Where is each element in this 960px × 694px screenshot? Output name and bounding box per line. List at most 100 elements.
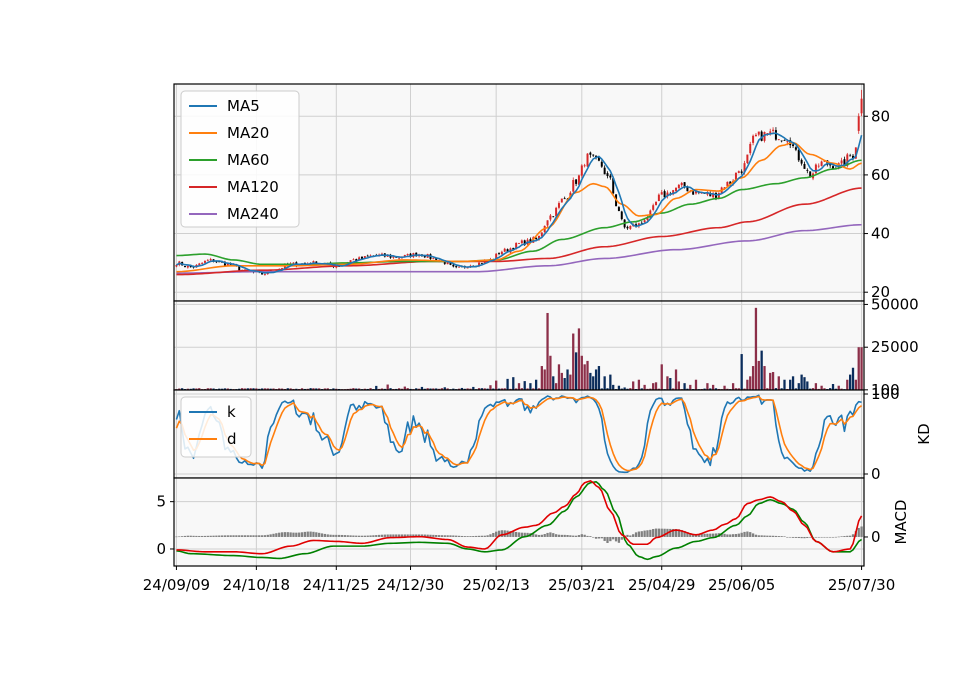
macd-hist-bar	[534, 534, 538, 537]
candle-body	[363, 256, 366, 259]
volume-bar	[263, 388, 267, 390]
x-tick-label: 25/03/21	[548, 576, 615, 594]
macd-hist-bar	[709, 533, 712, 537]
volume-bar	[280, 388, 284, 390]
candle-body	[358, 257, 361, 261]
kd-panel-ytick-label: 0	[871, 465, 881, 483]
volume-bar	[806, 381, 809, 390]
volume-bar	[420, 386, 424, 390]
candle-body	[186, 265, 189, 268]
macd-hist-bar	[246, 535, 249, 537]
macd-hist-bar	[669, 528, 672, 537]
macd-hist-bar	[440, 535, 444, 537]
candle-body	[854, 147, 857, 159]
macd-hist-bar	[229, 535, 232, 537]
volume-bar	[560, 372, 563, 390]
volume-bar	[220, 388, 224, 390]
macd-hist-bar	[840, 536, 843, 537]
macd-hist-bar	[646, 530, 649, 537]
candle	[580, 164, 583, 179]
macd-hist-bar	[726, 534, 729, 537]
legend-label-ma5: MA5	[227, 97, 260, 115]
volume-bar	[357, 388, 361, 390]
candle	[557, 201, 560, 210]
candle-body	[652, 205, 655, 210]
candle-body	[446, 262, 449, 265]
candle	[754, 133, 757, 137]
candle-body	[809, 171, 812, 178]
macd-hist-bar	[206, 535, 209, 537]
candle-body	[680, 182, 683, 186]
candle-body	[663, 191, 666, 198]
volume-bar	[783, 379, 786, 390]
candle-body	[198, 263, 201, 265]
volume-bar	[597, 366, 601, 390]
volume-bar	[629, 388, 632, 390]
legend-label-ma120: MA120	[227, 178, 279, 196]
candle-body	[349, 260, 352, 263]
candle-body	[609, 175, 612, 178]
candle-body	[386, 255, 389, 257]
volume-bar	[589, 372, 592, 390]
macd-hist-bar	[180, 536, 184, 537]
volume-bar	[526, 388, 529, 390]
candle-body	[458, 266, 461, 268]
candle-body	[380, 253, 383, 255]
volume-bar	[517, 383, 521, 390]
macd-hist-bar	[258, 535, 261, 537]
candle-body	[629, 225, 632, 229]
volume-bar	[797, 383, 800, 390]
candle	[660, 189, 663, 195]
candle-body	[369, 255, 372, 257]
volume-bar	[417, 388, 421, 390]
candle	[540, 232, 543, 237]
volume-bar	[469, 388, 472, 390]
candle	[666, 190, 669, 199]
candle-body	[657, 194, 660, 202]
macd-hist-bar	[298, 532, 301, 537]
macd-hist-bar	[435, 534, 438, 537]
macd-hist-bar	[677, 529, 681, 537]
volume-bar	[620, 388, 623, 390]
candle-body	[740, 171, 743, 173]
macd-hist-bar	[483, 535, 486, 537]
candle-body	[766, 133, 769, 134]
volume-bar	[609, 374, 612, 390]
volume-bar	[403, 386, 406, 390]
volume-bar	[746, 379, 749, 390]
volume-bar	[255, 388, 258, 390]
candle-body	[201, 262, 204, 264]
candle-body	[820, 161, 823, 166]
volume-bar	[209, 388, 212, 390]
volume-bar	[206, 388, 209, 390]
volume-bar	[674, 369, 678, 390]
volume-bar	[600, 388, 603, 390]
volume-bar	[243, 388, 247, 390]
candle	[680, 181, 683, 188]
macd-hist-bar	[849, 535, 852, 537]
candle	[820, 160, 823, 167]
volume-bar	[714, 388, 718, 390]
macd-hist-bar	[189, 535, 192, 537]
candle-body	[238, 266, 241, 271]
candle-body	[603, 167, 606, 175]
volume-bar	[483, 388, 486, 390]
candle	[520, 239, 523, 244]
candle-body	[360, 256, 363, 259]
macd-hist-bar	[429, 534, 432, 537]
macd-hist-bar	[346, 535, 349, 537]
macd-hist-bar	[355, 535, 358, 537]
kd-panel-y-grid	[174, 393, 864, 475]
volume-bar	[689, 384, 692, 390]
macd-hist-bar	[457, 535, 461, 537]
candle	[794, 146, 797, 152]
volume-bar	[743, 388, 746, 390]
macd-hist-bar	[737, 533, 740, 537]
candle	[763, 131, 766, 143]
candle-body	[303, 262, 306, 264]
candle-body	[757, 131, 760, 135]
macd-hist-bar	[729, 534, 732, 537]
candle-body	[752, 135, 755, 143]
macd-hist-bar	[700, 533, 703, 537]
kd-panel-ytick-label: 100	[871, 385, 900, 403]
